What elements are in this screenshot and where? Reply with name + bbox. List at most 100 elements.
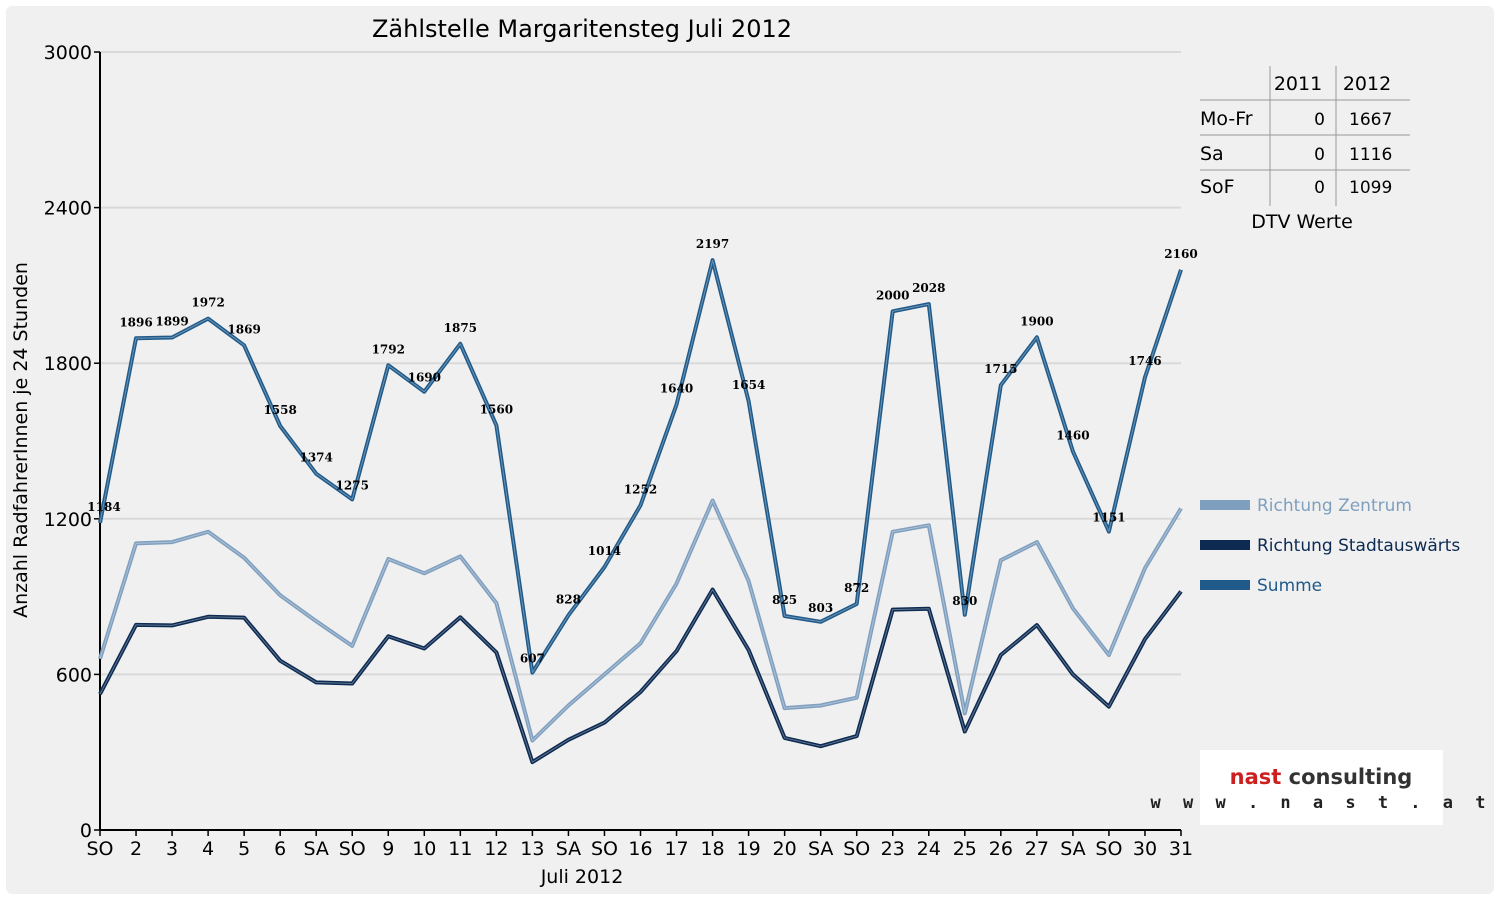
x-tick-label: SO — [1095, 838, 1122, 860]
data-label: 1184 — [87, 500, 120, 514]
table-cell: 0 — [1314, 178, 1325, 198]
x-tick-label: 31 — [1169, 838, 1193, 860]
data-label: 607 — [520, 652, 545, 666]
data-label: 872 — [844, 581, 869, 595]
data-label: 1374 — [299, 451, 332, 465]
data-label: 1690 — [408, 371, 441, 385]
legend-label-summe: Summe — [1257, 576, 1322, 596]
data-label: 803 — [808, 601, 833, 615]
data-label: 2028 — [912, 281, 945, 295]
logo-wordmark: nast consulting — [1230, 765, 1413, 789]
dtv-table: 2011 2012 Mo-Fr 0 1667 Sa 0 1116 SoF 0 1… — [1200, 66, 1410, 233]
data-label: 1875 — [444, 321, 477, 335]
data-label: 825 — [772, 593, 797, 607]
legend-swatch-stadtauswaerts — [1200, 540, 1250, 550]
x-tick-label: SO — [339, 838, 366, 860]
y-tick-label: 0 — [80, 820, 92, 842]
series-line-1 — [98, 587, 1183, 765]
data-label: 830 — [952, 594, 977, 608]
data-label: 1275 — [336, 478, 369, 492]
y-tick-label: 600 — [56, 664, 92, 686]
series-line-0 — [98, 498, 1183, 743]
legend-item-summe[interactable]: Summe — [1200, 576, 1322, 596]
y-tick-label: 2400 — [44, 198, 92, 220]
y-axis-label: Anzahl RadfahrerInnen je 24 Stunden — [10, 262, 32, 618]
data-label: 828 — [556, 592, 581, 606]
x-tick-label: 25 — [953, 838, 977, 860]
table-caption: DTV Werte — [1251, 211, 1353, 233]
logo-url: w w w . n a s t . a t — [1151, 793, 1492, 813]
x-tick-label: 17 — [664, 838, 688, 860]
data-label: 1972 — [191, 296, 224, 310]
x-tick-label: 24 — [917, 838, 941, 860]
legend-label-stadtauswaerts: Richtung Stadtauswärts — [1257, 536, 1460, 556]
data-label: 1460 — [1056, 428, 1089, 442]
table-cell: 0 — [1314, 110, 1325, 130]
x-tick-label: 20 — [773, 838, 797, 860]
data-label: 2000 — [876, 288, 909, 302]
data-label: 1899 — [155, 315, 188, 329]
data-label: 1896 — [119, 315, 152, 329]
legend-swatch-summe — [1200, 580, 1250, 590]
table-row-label: SoF — [1200, 176, 1235, 198]
data-label: 1560 — [480, 402, 513, 416]
x-tick-label: 26 — [989, 838, 1013, 860]
legend-item-stadtauswaerts[interactable]: Richtung Stadtauswärts — [1200, 536, 1460, 556]
x-tick-label: 11 — [448, 838, 472, 860]
series-line-highlight-2 — [99, 259, 1182, 674]
data-label: 1746 — [1128, 354, 1161, 368]
x-tick-label: 23 — [881, 838, 905, 860]
x-tick-label: 30 — [1133, 838, 1157, 860]
table-row-label: Sa — [1200, 143, 1224, 165]
legend: Richtung Zentrum Richtung Stadtauswärts … — [1200, 496, 1460, 596]
x-axis-label: Juli 2012 — [540, 866, 624, 888]
table-cell: 0 — [1314, 145, 1325, 165]
data-label: 1654 — [732, 378, 765, 392]
data-label: 1869 — [227, 322, 260, 336]
table-row-label: Mo-Fr — [1200, 108, 1253, 130]
legend-label-zentrum: Richtung Zentrum — [1257, 496, 1412, 516]
y-tick-label: 1200 — [44, 509, 92, 531]
x-tick-label: 6 — [274, 838, 286, 860]
series-line-highlight-1 — [99, 589, 1182, 763]
table-col-2011: 2011 — [1274, 73, 1322, 95]
data-label: 1151 — [1092, 511, 1125, 525]
nast-consulting-logo[interactable]: nast consulting w w w . n a s t . a t — [1151, 750, 1492, 825]
data-label: 2160 — [1164, 247, 1197, 261]
table-cell: 1667 — [1349, 110, 1392, 130]
x-tick-label: SO — [86, 838, 113, 860]
x-tick-label: 13 — [520, 838, 544, 860]
x-tick-label: 3 — [166, 838, 178, 860]
x-tick-label: 5 — [238, 838, 250, 860]
legend-swatch-zentrum — [1200, 500, 1250, 510]
series-lines — [98, 258, 1183, 765]
table-col-2012: 2012 — [1343, 73, 1391, 95]
logo-text-red: nast — [1230, 765, 1282, 789]
x-tick-label: 27 — [1025, 838, 1049, 860]
x-tick-label: 18 — [700, 838, 724, 860]
legend-item-zentrum[interactable]: Richtung Zentrum — [1200, 496, 1412, 516]
logo-background — [1200, 750, 1443, 825]
x-tick-label: SA — [1060, 838, 1085, 860]
table-cell: 1099 — [1349, 178, 1392, 198]
x-tick-label: 16 — [628, 838, 652, 860]
data-label: 1900 — [1020, 314, 1053, 328]
x-tick-label: 2 — [130, 838, 142, 860]
data-label: 1014 — [588, 544, 621, 558]
chart-title: Zählstelle Margaritensteg Juli 2012 — [372, 15, 792, 43]
y-tick-label: 3000 — [44, 42, 92, 64]
x-tick-label: 12 — [484, 838, 508, 860]
x-tick-label: 9 — [382, 838, 394, 860]
x-tick-label: 10 — [412, 838, 436, 860]
logo-text-dark: consulting — [1289, 765, 1413, 789]
x-tick-label: SA — [808, 838, 833, 860]
gridlines — [100, 51, 1181, 831]
y-tick-label: 1800 — [44, 353, 92, 375]
data-label: 2197 — [696, 237, 729, 251]
x-tick-label: 19 — [737, 838, 761, 860]
x-tick-label: SO — [843, 838, 870, 860]
data-label: 1252 — [624, 482, 657, 496]
